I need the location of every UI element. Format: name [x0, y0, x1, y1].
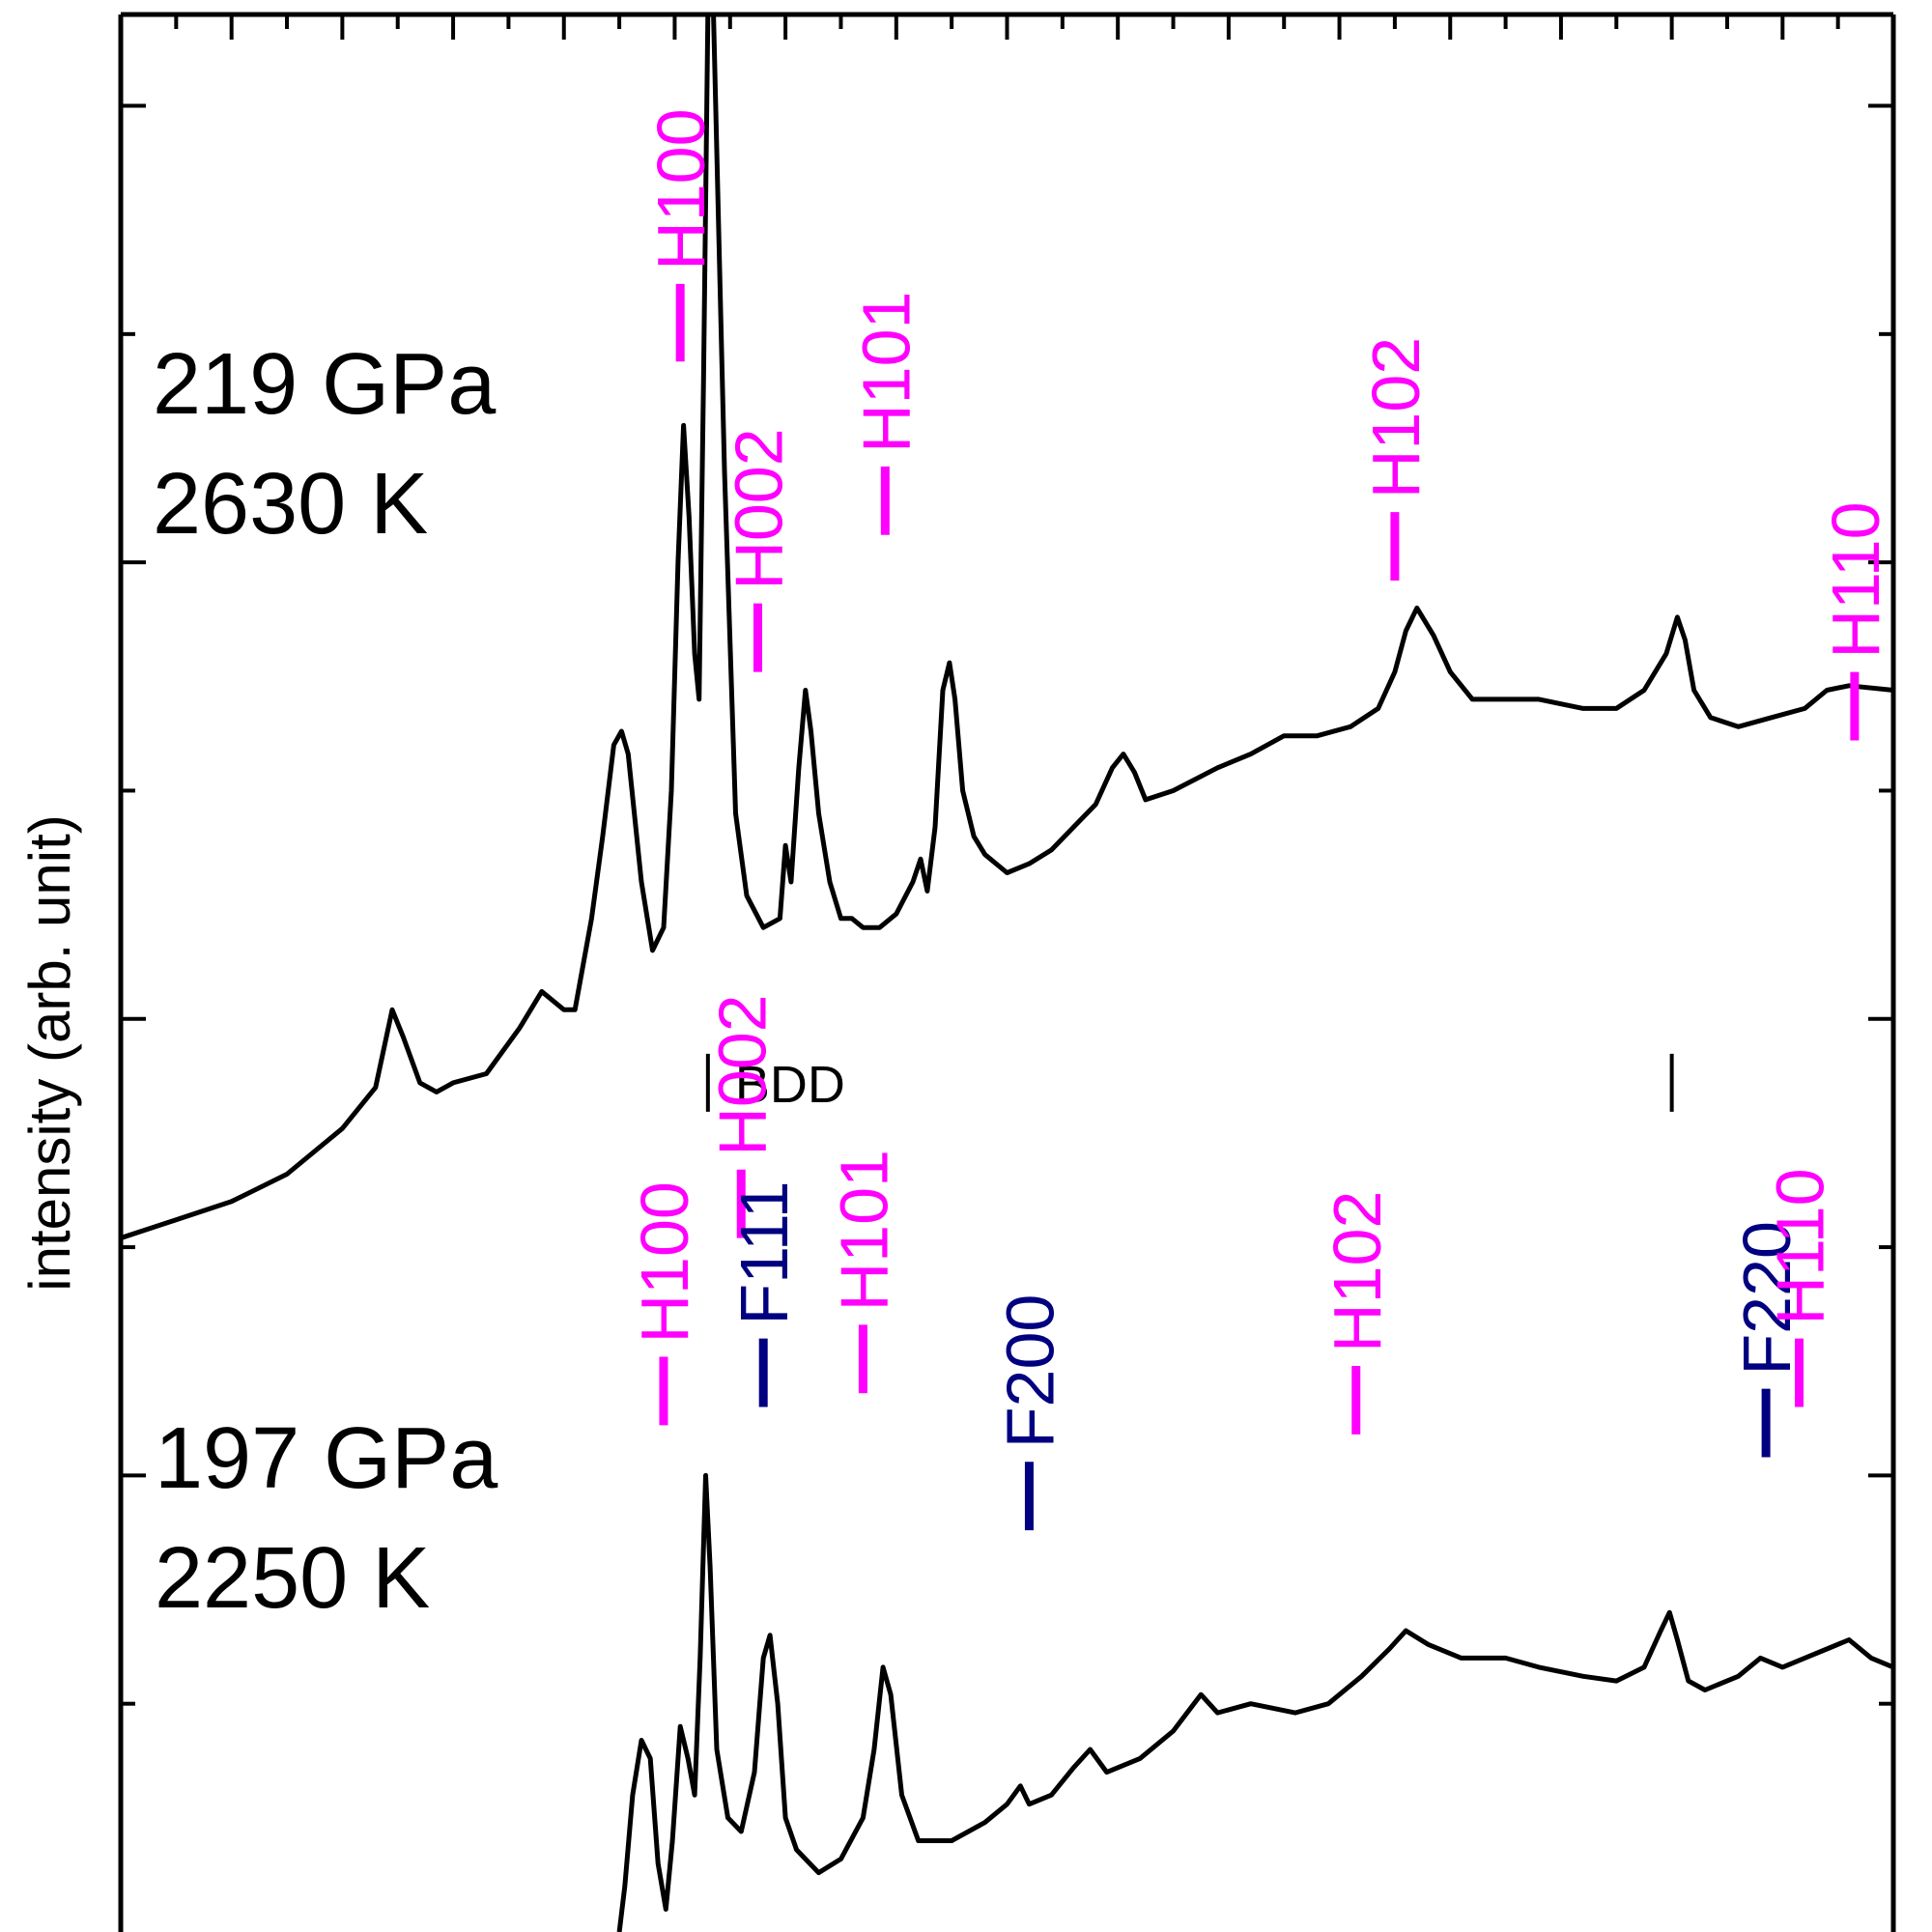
y-axis-label: intensity (arb. unit) [17, 814, 82, 1292]
spectrum-top [120, 12, 1894, 1240]
peak-label-h002: H002 [704, 994, 780, 1155]
condition-annotations: 219 GPa 2630 K 197 GPa 2250 K [153, 336, 498, 1627]
annotation-bottom-1: 2250 K [155, 1530, 430, 1627]
bdd-label: BDD [735, 1056, 845, 1114]
peak-label-f111: F111 [726, 1180, 802, 1324]
annotation-top-1: 2630 K [153, 456, 428, 553]
peak-label-h002: H002 [721, 428, 796, 589]
annotation-top-0: 219 GPa [153, 336, 497, 433]
peak-label-h100: H100 [643, 109, 719, 270]
peak-label-h101: H101 [826, 1150, 901, 1311]
peak-label-h102: H102 [1320, 1191, 1395, 1352]
annotation-bottom-0: 197 GPa [155, 1410, 498, 1507]
plot-frame [118, 12, 1896, 1932]
peak-label-h102: H102 [1358, 337, 1434, 498]
peak-label-f200: F200 [992, 1294, 1067, 1449]
peak-label-h100: H100 [627, 1181, 702, 1343]
peak-label-f220: F220 [1729, 1221, 1804, 1376]
peak-label-h110: H110 [1763, 1168, 1838, 1324]
spectra [120, 12, 1894, 1932]
reference-marks: BDD [705, 1053, 1674, 1114]
peak-label-h110: H110 [1818, 501, 1893, 658]
axis-ticks [121, 14, 1893, 1706]
peak-label-h101: H101 [848, 292, 923, 453]
spectrum-bottom [616, 1472, 1894, 1932]
